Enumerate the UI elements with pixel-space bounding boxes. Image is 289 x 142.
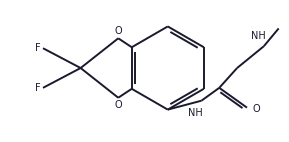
Text: NH: NH	[188, 108, 203, 118]
Text: F: F	[35, 83, 41, 93]
Text: O: O	[114, 26, 122, 36]
Text: O: O	[114, 100, 122, 110]
Text: F: F	[35, 43, 41, 53]
Text: O: O	[253, 104, 261, 114]
Text: NH: NH	[251, 31, 266, 41]
